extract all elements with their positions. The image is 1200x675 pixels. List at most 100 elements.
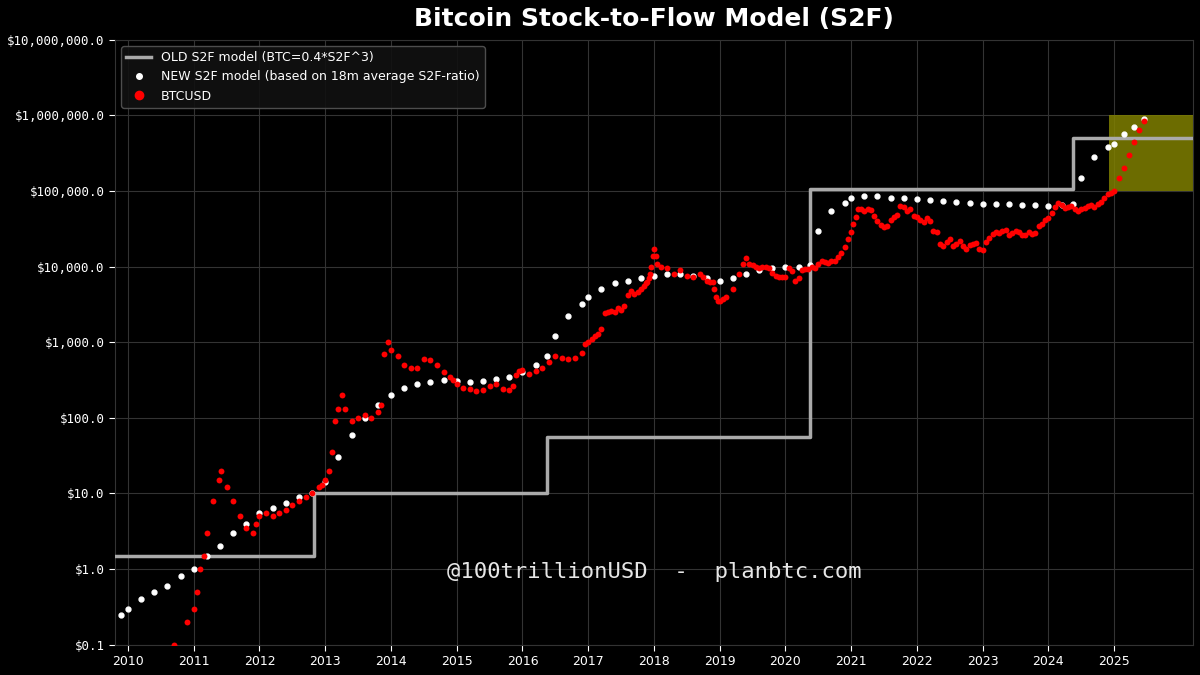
Point xyxy=(209,475,228,485)
Point xyxy=(342,416,361,427)
Point xyxy=(737,252,756,263)
Point xyxy=(474,385,493,396)
Point xyxy=(1079,200,1098,211)
Point xyxy=(572,348,592,358)
Point xyxy=(884,212,904,223)
Point xyxy=(512,364,532,375)
Point xyxy=(643,250,662,261)
Point xyxy=(648,258,667,269)
Point xyxy=(552,352,571,363)
Point xyxy=(743,260,762,271)
Point xyxy=(388,351,407,362)
Point xyxy=(1115,163,1134,173)
Point xyxy=(1072,204,1091,215)
Point xyxy=(250,511,269,522)
Point xyxy=(641,269,660,279)
Point xyxy=(1052,200,1072,211)
Point xyxy=(1028,221,1048,232)
Point xyxy=(642,261,661,272)
Point xyxy=(713,294,732,304)
Point xyxy=(750,263,769,274)
Point xyxy=(828,251,847,262)
Point xyxy=(841,226,860,237)
Title: Bitcoin Stock-to-Flow Model (S2F): Bitcoin Stock-to-Flow Model (S2F) xyxy=(414,7,894,31)
Point xyxy=(1049,197,1068,208)
Point xyxy=(733,258,752,269)
Point xyxy=(766,271,785,281)
Point xyxy=(973,245,992,256)
Point xyxy=(710,296,730,306)
Point xyxy=(792,265,811,275)
Point xyxy=(815,256,834,267)
Point xyxy=(622,286,641,297)
Point xyxy=(920,216,940,227)
Point xyxy=(1110,172,1129,183)
Point xyxy=(769,271,788,282)
Point xyxy=(716,292,736,302)
Point xyxy=(533,363,552,374)
Point xyxy=(904,211,923,221)
Point xyxy=(323,447,342,458)
Point xyxy=(636,278,655,289)
Point xyxy=(325,416,344,427)
Point xyxy=(493,383,512,394)
Point xyxy=(846,211,865,222)
Point xyxy=(760,263,779,274)
Point xyxy=(943,240,962,251)
Point xyxy=(677,271,696,281)
Point xyxy=(703,277,722,288)
Point xyxy=(635,280,654,291)
Point xyxy=(601,306,620,317)
Point xyxy=(1068,205,1087,216)
Point xyxy=(296,491,316,502)
Point xyxy=(414,354,433,364)
Point xyxy=(1022,229,1042,240)
Point xyxy=(539,356,558,367)
Point xyxy=(911,214,930,225)
Point xyxy=(640,273,659,284)
Point xyxy=(582,333,601,344)
Point xyxy=(990,227,1009,238)
Point xyxy=(799,263,818,274)
Point xyxy=(960,240,979,250)
Point xyxy=(1098,189,1117,200)
Point xyxy=(263,511,282,522)
Point xyxy=(1094,193,1114,204)
Point xyxy=(372,399,391,410)
Point xyxy=(877,220,896,231)
Point xyxy=(966,238,985,248)
Point xyxy=(520,369,539,379)
Point xyxy=(852,204,871,215)
Point xyxy=(928,226,947,237)
Point xyxy=(756,262,775,273)
Point xyxy=(499,385,518,396)
Point xyxy=(1085,201,1104,212)
Point xyxy=(875,222,894,233)
Point xyxy=(953,240,972,251)
Point xyxy=(223,495,242,506)
Point xyxy=(361,412,380,423)
Point xyxy=(812,256,832,267)
Point xyxy=(1124,136,1144,147)
Point xyxy=(283,500,302,510)
Point xyxy=(1003,227,1022,238)
Point xyxy=(395,360,414,371)
Point xyxy=(983,229,1002,240)
Point xyxy=(752,261,772,272)
Point xyxy=(1032,218,1051,229)
Point xyxy=(671,265,690,275)
Point xyxy=(1042,207,1061,218)
Point xyxy=(236,522,256,533)
Point xyxy=(977,237,996,248)
Point xyxy=(270,508,289,518)
Point xyxy=(1092,196,1111,207)
Point xyxy=(907,211,926,222)
Point xyxy=(565,352,584,363)
Point xyxy=(996,225,1015,236)
Point xyxy=(1036,214,1055,225)
Point xyxy=(854,205,874,216)
Point xyxy=(694,271,713,282)
Point xyxy=(839,234,858,245)
Point xyxy=(421,355,440,366)
Point xyxy=(316,475,335,485)
